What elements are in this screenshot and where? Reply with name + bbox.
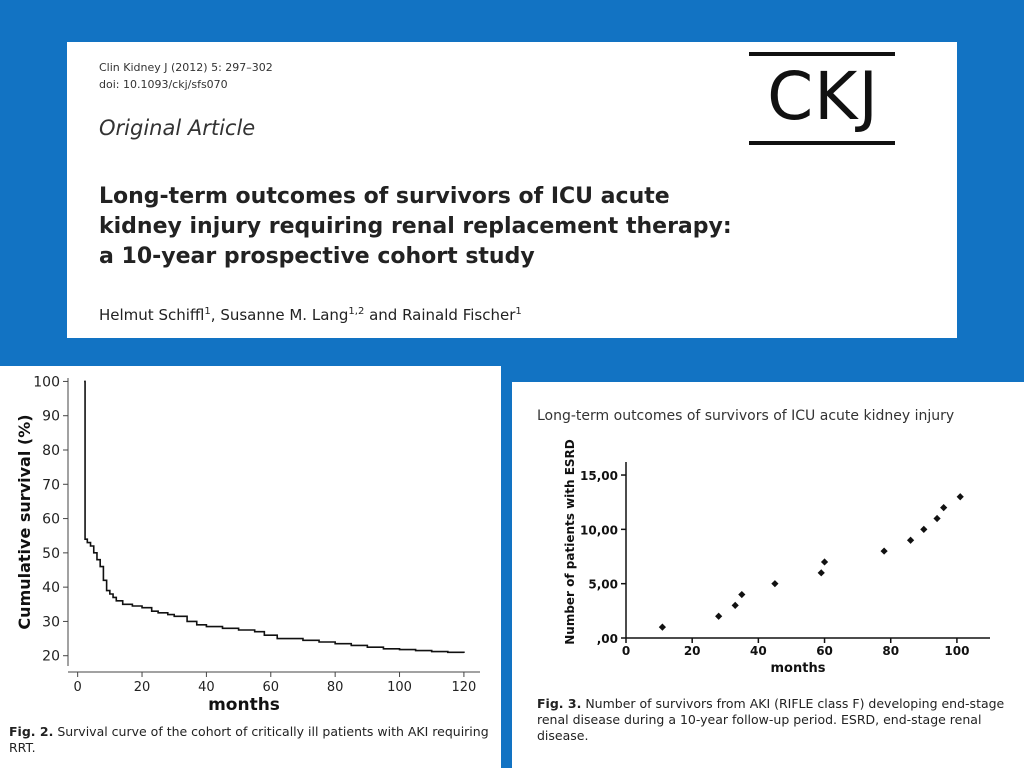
y-tick-label: 100 — [33, 374, 60, 390]
y-tick-label: ,00 — [597, 632, 618, 646]
x-tick-label: 80 — [327, 680, 344, 695]
y-axis-title: Cumulative survival (%) — [15, 414, 34, 629]
data-point — [658, 623, 666, 631]
data-point — [731, 601, 739, 610]
author-list: Helmut Schiffl1, Susanne M. Lang1,2 and … — [99, 306, 522, 324]
y-tick-label: 40 — [42, 580, 60, 596]
x-tick-label: 100 — [387, 680, 412, 695]
data-point — [820, 558, 829, 566]
x-tick-label: 20 — [684, 644, 701, 658]
article-type: Original Article — [99, 116, 256, 140]
figure-3-panel: Long-term outcomes of survivors of ICU a… — [512, 382, 1024, 768]
y-tick-label: 10,00 — [580, 523, 618, 537]
x-tick-label: 40 — [198, 680, 215, 695]
y-tick-label: 90 — [42, 409, 60, 425]
x-tick-label: 80 — [882, 644, 899, 658]
survival-chart: 20 30 40 50 60 70 80 90 100 0 20 40 60 80 100 120 months… — [15, 374, 480, 715]
y-tick-label: 30 — [42, 614, 60, 630]
article-title: Long-term outcomes of survivors of ICU a… — [99, 184, 732, 269]
data-point — [956, 493, 964, 501]
journal-logo: CKJ — [749, 50, 897, 146]
running-head: Long-term outcomes of survivors of ICU a… — [537, 408, 955, 424]
x-tick-label: 60 — [816, 644, 833, 658]
author-separator: and — [364, 306, 403, 324]
author-name: Helmut Schiffl — [99, 306, 205, 324]
esrd-scatter-chart: ,00 5,00 10,00 15,00 0 20 40 60 80 100 months Numbe… — [563, 439, 990, 676]
x-tick-label: 0 — [622, 644, 630, 658]
data-point — [940, 504, 948, 512]
data-point — [933, 514, 941, 523]
x-tick-label: 120 — [451, 680, 476, 695]
y-tick-label: 15,00 — [580, 469, 618, 483]
y-tick-label: 60 — [42, 512, 60, 528]
journal-citation: Clin Kidney J (2012) 5: 297–302 — [99, 61, 273, 74]
article-header: Clin Kidney J (2012) 5: 297–302 doi: 10.… — [67, 42, 957, 338]
data-point — [771, 580, 779, 588]
data-point — [880, 547, 888, 555]
author-separator: , — [210, 306, 221, 324]
data-point — [738, 590, 746, 599]
y-axis-title: Number of patients with ESRD — [563, 439, 577, 645]
data-point — [817, 569, 825, 577]
y-tick-label: 50 — [42, 546, 60, 562]
y-tick-label: 80 — [42, 443, 60, 459]
author-name: Susanne M. Lang — [220, 306, 349, 324]
author-affiliation: 1 — [204, 306, 211, 317]
author-name: Rainald Fischer — [402, 306, 516, 324]
author-affiliation: 1,2 — [348, 306, 365, 317]
x-axis-title: months — [771, 661, 826, 676]
data-point — [715, 612, 723, 620]
x-tick-label: 0 — [74, 680, 82, 695]
author-affiliation: 1 — [515, 306, 522, 317]
x-tick-label: 40 — [750, 644, 767, 658]
data-point — [906, 536, 915, 544]
data-point — [920, 525, 928, 533]
figure-3-caption: Fig. 3. Number of survivors from AKI (RI… — [537, 696, 1015, 744]
survival-curve-line — [84, 380, 465, 654]
figure-2-caption: Fig. 2. Survival curve of the cohort of … — [9, 724, 489, 756]
caption-label: Fig. 3. — [537, 696, 582, 711]
caption-text: Survival curve of the cohort of critical… — [9, 724, 489, 755]
logo-bottom-rule — [749, 141, 895, 145]
caption-label: Fig. 2. — [9, 724, 54, 739]
doi: doi: 10.1093/ckj/sfs070 — [99, 78, 228, 91]
x-tick-label: 60 — [263, 680, 280, 695]
citation: Clin Kidney J (2012) 5: 297–302 doi: 10.… — [99, 59, 273, 93]
x-tick-label: 100 — [944, 644, 969, 658]
logo-text: CKJ — [767, 58, 879, 135]
figure-2-panel: 20 30 40 50 60 70 80 90 100 0 20 40 60 80 100 120 months… — [0, 366, 501, 768]
caption-text: Number of survivors from AKI (RIFLE clas… — [537, 696, 1005, 743]
y-tick-label: 20 — [42, 649, 60, 665]
y-tick-label: 70 — [42, 477, 60, 493]
x-tick-label: 20 — [134, 680, 151, 695]
y-tick-label: 5,00 — [588, 578, 618, 592]
x-axis-title: months — [208, 695, 280, 715]
logo-top-rule — [749, 52, 895, 56]
